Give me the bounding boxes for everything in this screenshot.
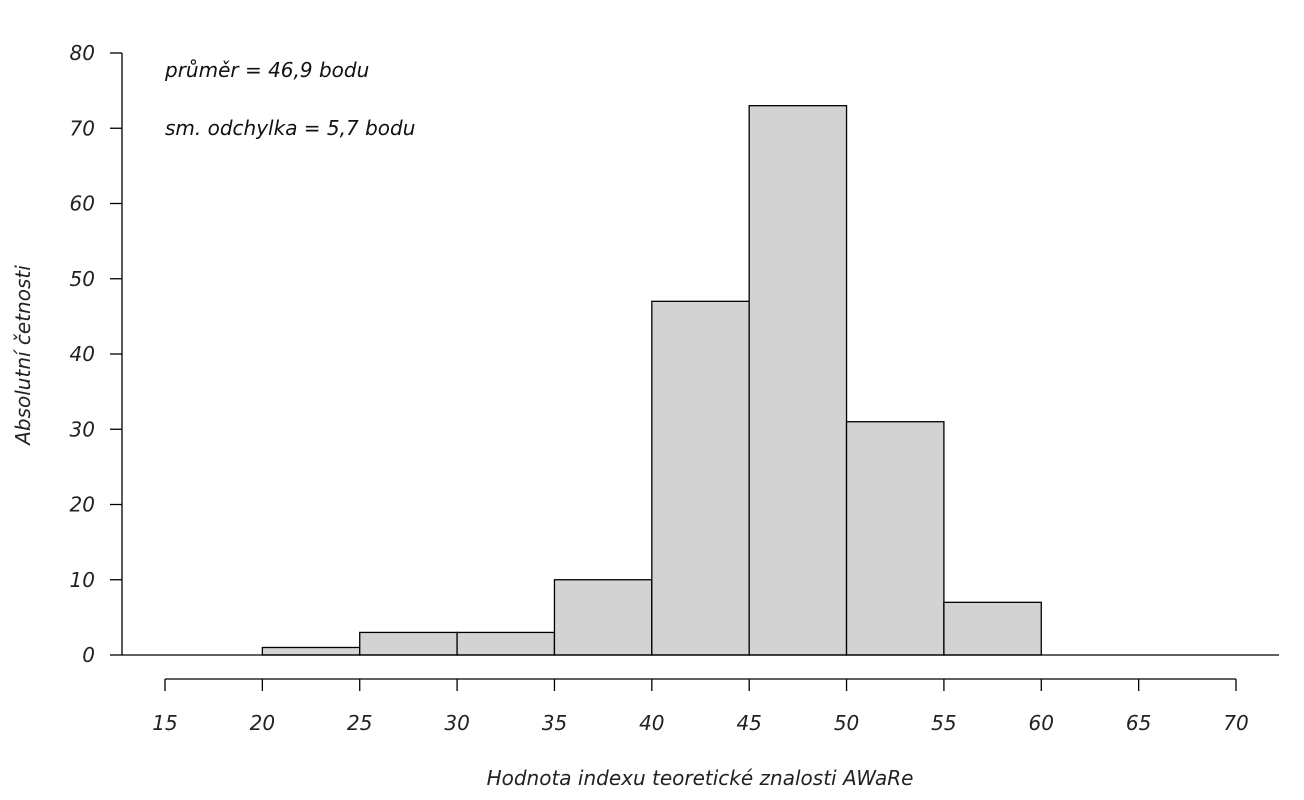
y-axis: 0 10 20 30 40 50 60 70 80 (70, 41, 123, 667)
y-tick-label: 50 (70, 267, 95, 291)
histogram-bar-50-55 (845, 421, 945, 656)
y-tick-label: 0 (82, 643, 95, 667)
x-tick-label: 25 (347, 711, 372, 735)
y-tick-label: 30 (70, 417, 95, 441)
x-tick-label: 35 (542, 711, 567, 735)
x-tick-label: 45 (736, 711, 761, 735)
annotation-mean: průměr = 46,9 bodu (164, 58, 369, 82)
y-tick-label: 80 (70, 41, 95, 65)
histogram-bar-45-50 (748, 105, 848, 656)
y-tick-label: 60 (70, 192, 95, 216)
histogram-bar-20-25 (261, 646, 361, 656)
x-tick-label: 55 (931, 711, 956, 735)
x-axis-title: Hodnota indexu teoretické znalosti AWaRe (487, 766, 914, 790)
histogram-bar-25-30 (359, 631, 458, 656)
x-tick-label: 70 (1223, 711, 1248, 735)
histogram-bar-35-40 (553, 579, 653, 656)
y-axis-title: Absolutní četnosti (11, 265, 35, 447)
histogram-bar-30-35 (456, 631, 556, 656)
y-tick-label: 20 (70, 493, 95, 517)
histogram-bar-55-60 (943, 601, 1042, 656)
x-tick-label: 50 (834, 711, 859, 735)
y-tick-label: 40 (70, 342, 95, 366)
annotation-std-dev: sm. odchylka = 5,7 bodu (165, 116, 415, 140)
y-tick-label: 10 (70, 568, 95, 592)
x-axis: 15 20 25 30 35 40 45 50 55 60 65 70 (152, 678, 1249, 735)
x-tick-label: 40 (639, 711, 664, 735)
x-tick-label: 20 (250, 711, 275, 735)
x-tick-label: 65 (1126, 711, 1151, 735)
y-tick-label: 70 (70, 116, 95, 140)
histogram-bars (261, 105, 1042, 656)
x-tick-label: 30 (444, 711, 469, 735)
histogram-bar-40-45 (651, 300, 750, 656)
x-tick-label: 60 (1029, 711, 1054, 735)
x-tick-label: 15 (152, 711, 177, 735)
